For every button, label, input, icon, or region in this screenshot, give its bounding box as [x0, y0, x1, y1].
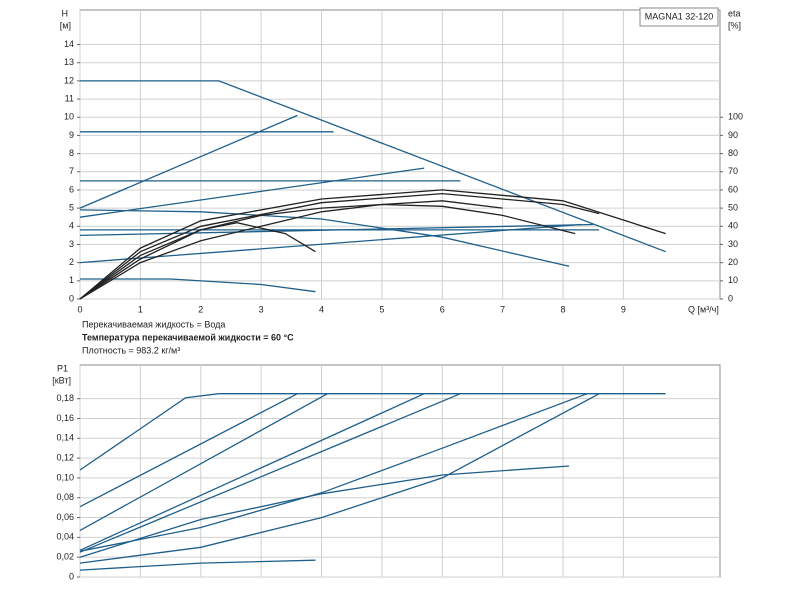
y-tick-label: 0,10: [56, 472, 74, 482]
curve: [79, 209, 570, 267]
curve: [79, 223, 582, 264]
y-axis-unit: [м]: [60, 20, 71, 30]
y-tick-label: 13: [64, 57, 74, 67]
x-tick-label: 3: [259, 304, 264, 314]
x-tick-label: 6: [440, 304, 445, 314]
y-tick-label: 8: [69, 148, 74, 158]
x-tick-label: 5: [379, 304, 384, 314]
efficiency-curve: [79, 189, 666, 300]
plot-area: [79, 9, 721, 300]
curve: [79, 393, 600, 564]
x-axis-label: Q [м³/ч]: [688, 304, 719, 314]
y-tick-label: 0: [69, 293, 74, 303]
curve: [80, 80, 666, 253]
curve: [79, 393, 666, 471]
y-tick-label: 0,12: [56, 452, 74, 462]
y2-tick-label: 60: [728, 184, 738, 194]
curve: [79, 114, 298, 209]
y2-tick-label: 20: [728, 257, 738, 267]
curve: [79, 167, 425, 218]
y-tick-label: 0,06: [56, 512, 74, 522]
y-tick-label: 7: [69, 166, 74, 176]
y-tick-label: 14: [64, 39, 74, 49]
chart-title: MAGNA1 32-120: [645, 11, 714, 21]
y-tick-label: 0: [69, 571, 74, 581]
y-tick-label: 0,02: [56, 552, 74, 562]
efficiency-curve: [79, 200, 503, 300]
curve: [79, 465, 570, 558]
y-axis-unit: [кВт]: [52, 375, 71, 385]
efficiency-curve: [79, 222, 316, 300]
plot-area: [79, 364, 721, 578]
x-tick-label: 8: [561, 304, 566, 314]
x-tick-label: 2: [198, 304, 203, 314]
y-tick-label: 0,14: [56, 433, 74, 443]
y2-tick-label: 70: [728, 166, 738, 176]
y2-tick-label: 100: [728, 112, 743, 122]
y-tick-label: 12: [64, 75, 74, 85]
y-tick-label: 4: [69, 221, 74, 231]
y-tick-label: 0,18: [56, 393, 74, 403]
curve: [79, 393, 425, 551]
x-tick-label: 0: [77, 304, 82, 314]
y2-tick-label: 50: [728, 202, 738, 212]
y-tick-label: 6: [69, 184, 74, 194]
y-axis-label: P1: [57, 363, 68, 373]
y2-axis-unit: [%]: [728, 20, 741, 30]
y-tick-label: 0,08: [56, 492, 74, 502]
curve: [79, 393, 298, 508]
y-tick-label: 2: [69, 257, 74, 267]
x-tick-label: 7: [500, 304, 505, 314]
note: Плотность = 983.2 кг/м³: [82, 345, 180, 355]
y-tick-label: 1: [69, 275, 74, 285]
y2-axis-label: eta: [728, 8, 741, 18]
x-tick-label: 1: [138, 304, 143, 314]
y2-tick-label: 0: [728, 293, 733, 303]
curve: [79, 393, 461, 553]
efficiency-curve: [79, 192, 600, 300]
y-tick-label: 5: [69, 202, 74, 212]
y-axis-label: H: [62, 8, 69, 18]
y2-tick-label: 90: [728, 130, 738, 140]
x-tick-label: 4: [319, 304, 324, 314]
y-tick-label: 0,16: [56, 413, 74, 423]
title-box: [639, 7, 719, 27]
efficiency-curve: [79, 203, 576, 300]
curve: [79, 559, 316, 571]
y2-tick-label: 40: [728, 221, 738, 231]
curve: [79, 393, 328, 531]
y-tick-label: 3: [69, 239, 74, 249]
curve: [79, 223, 594, 237]
x-tick-label: 9: [621, 304, 626, 314]
y2-tick-label: 10: [728, 275, 738, 285]
y-tick-label: 0,04: [56, 532, 74, 542]
curve: [80, 278, 316, 293]
note: Перекачиваемая жидкость = Вода: [82, 319, 225, 329]
y-tick-label: 11: [65, 93, 74, 103]
y-tick-label: 10: [64, 112, 74, 122]
note: Температура перекачиваемой жидкости = 60…: [82, 332, 294, 342]
y2-tick-label: 30: [728, 239, 738, 249]
y2-tick-label: 80: [728, 148, 738, 158]
curve: [79, 393, 588, 552]
y-tick-label: 9: [69, 130, 74, 140]
